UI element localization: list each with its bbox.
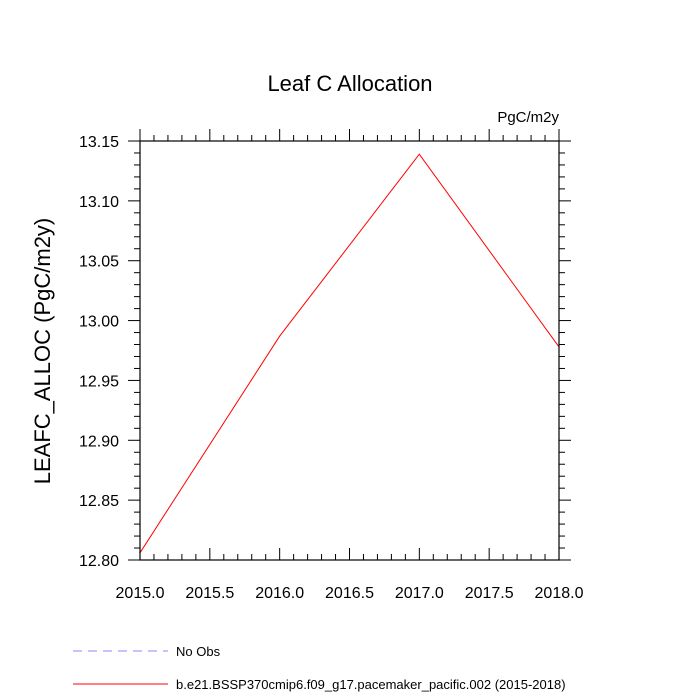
chart-title: Leaf C Allocation (267, 71, 432, 96)
legend-label-0: No Obs (176, 644, 221, 659)
axis-ticks (128, 129, 571, 561)
y-tick-label: 12.85 (79, 493, 119, 510)
y-tick-label: 13.05 (79, 254, 119, 271)
x-tick-label: 2018.0 (535, 585, 584, 602)
x-tick-label: 2016.0 (255, 585, 304, 602)
y-tick-label: 12.90 (79, 433, 119, 450)
y-tick-label: 13.10 (79, 194, 119, 211)
y-tick-label: 13.00 (79, 314, 119, 331)
y-tick-label: 12.95 (79, 373, 119, 390)
series-lines (139, 153, 560, 554)
plot-frame (139, 140, 560, 561)
units-label: PgC/m2y (497, 109, 559, 126)
legend: No Obs b.e21.BSSP370cmip6.f09_g17.pacemak… (73, 644, 566, 692)
y-tick-label: 12.80 (79, 553, 119, 570)
legend-label-1: b.e21.BSSP370cmip6.f09_g17.pacemaker_pac… (176, 677, 566, 692)
x-tick-label: 2017.0 (395, 585, 444, 602)
x-tick-label: 2015.5 (185, 585, 234, 602)
series-line-0 (139, 153, 560, 554)
x-tick-label: 2015.0 (116, 585, 165, 602)
x-tick-label: 2016.5 (325, 585, 374, 602)
tick-labels: 2015.0 2015.5 2016.0 2016.5 2017.0 2017.5 2018… (79, 134, 584, 602)
x-tick-label: 2017.5 (465, 585, 514, 602)
y-tick-label: 13.15 (79, 134, 119, 151)
y-axis-label: LEAFC_ALLOC (PgC/m2y) (30, 218, 55, 485)
